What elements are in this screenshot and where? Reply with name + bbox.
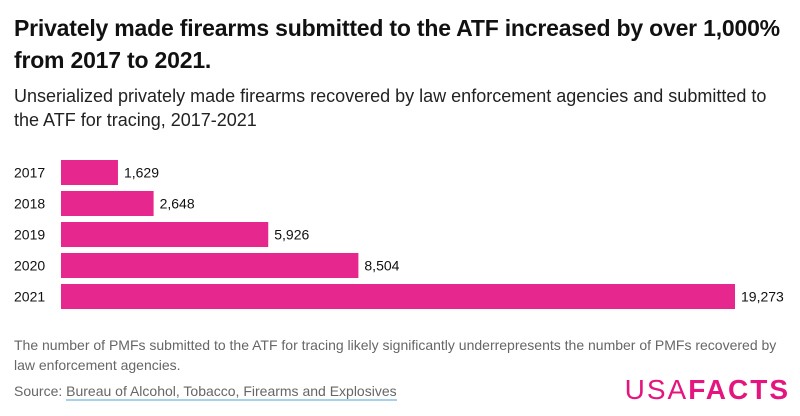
data-label: 2,648 [160,196,195,212]
bar-2018 [61,191,154,216]
logo-bold: FACTS [688,374,790,405]
chart-title: Privately made firearms submitted to the… [14,15,780,73]
source-link[interactable]: Bureau of Alcohol, Tobacco, Firearms and… [66,383,397,401]
category-label: 2017 [14,165,45,181]
bar-2021 [61,284,735,309]
source: Source: Bureau of Alcohol, Tobacco, Fire… [14,383,397,401]
data-label: 1,629 [124,165,159,181]
category-label: 2020 [14,258,45,274]
bar-chart: 2017 1,629 2018 2,648 2019 5,926 2020 8,504 2021… [14,160,784,309]
bar-2017 [61,160,118,185]
logo-light: USA [624,374,689,405]
bar-2020 [61,253,359,278]
bar-2019 [61,222,269,247]
category-label: 2021 [14,289,45,305]
data-label: 19,273 [741,289,784,305]
category-label: 2018 [14,196,45,212]
chart-subtitle: Unserialized privately made firearms rec… [14,86,767,130]
category-label: 2019 [14,227,45,243]
source-label: Source: [14,383,67,399]
usafacts-logo: USAFACTS [625,374,790,406]
data-label: 8,504 [364,258,399,274]
data-label: 5,926 [274,227,309,243]
chart-note: The number of PMFs submitted to the ATF … [14,337,777,373]
